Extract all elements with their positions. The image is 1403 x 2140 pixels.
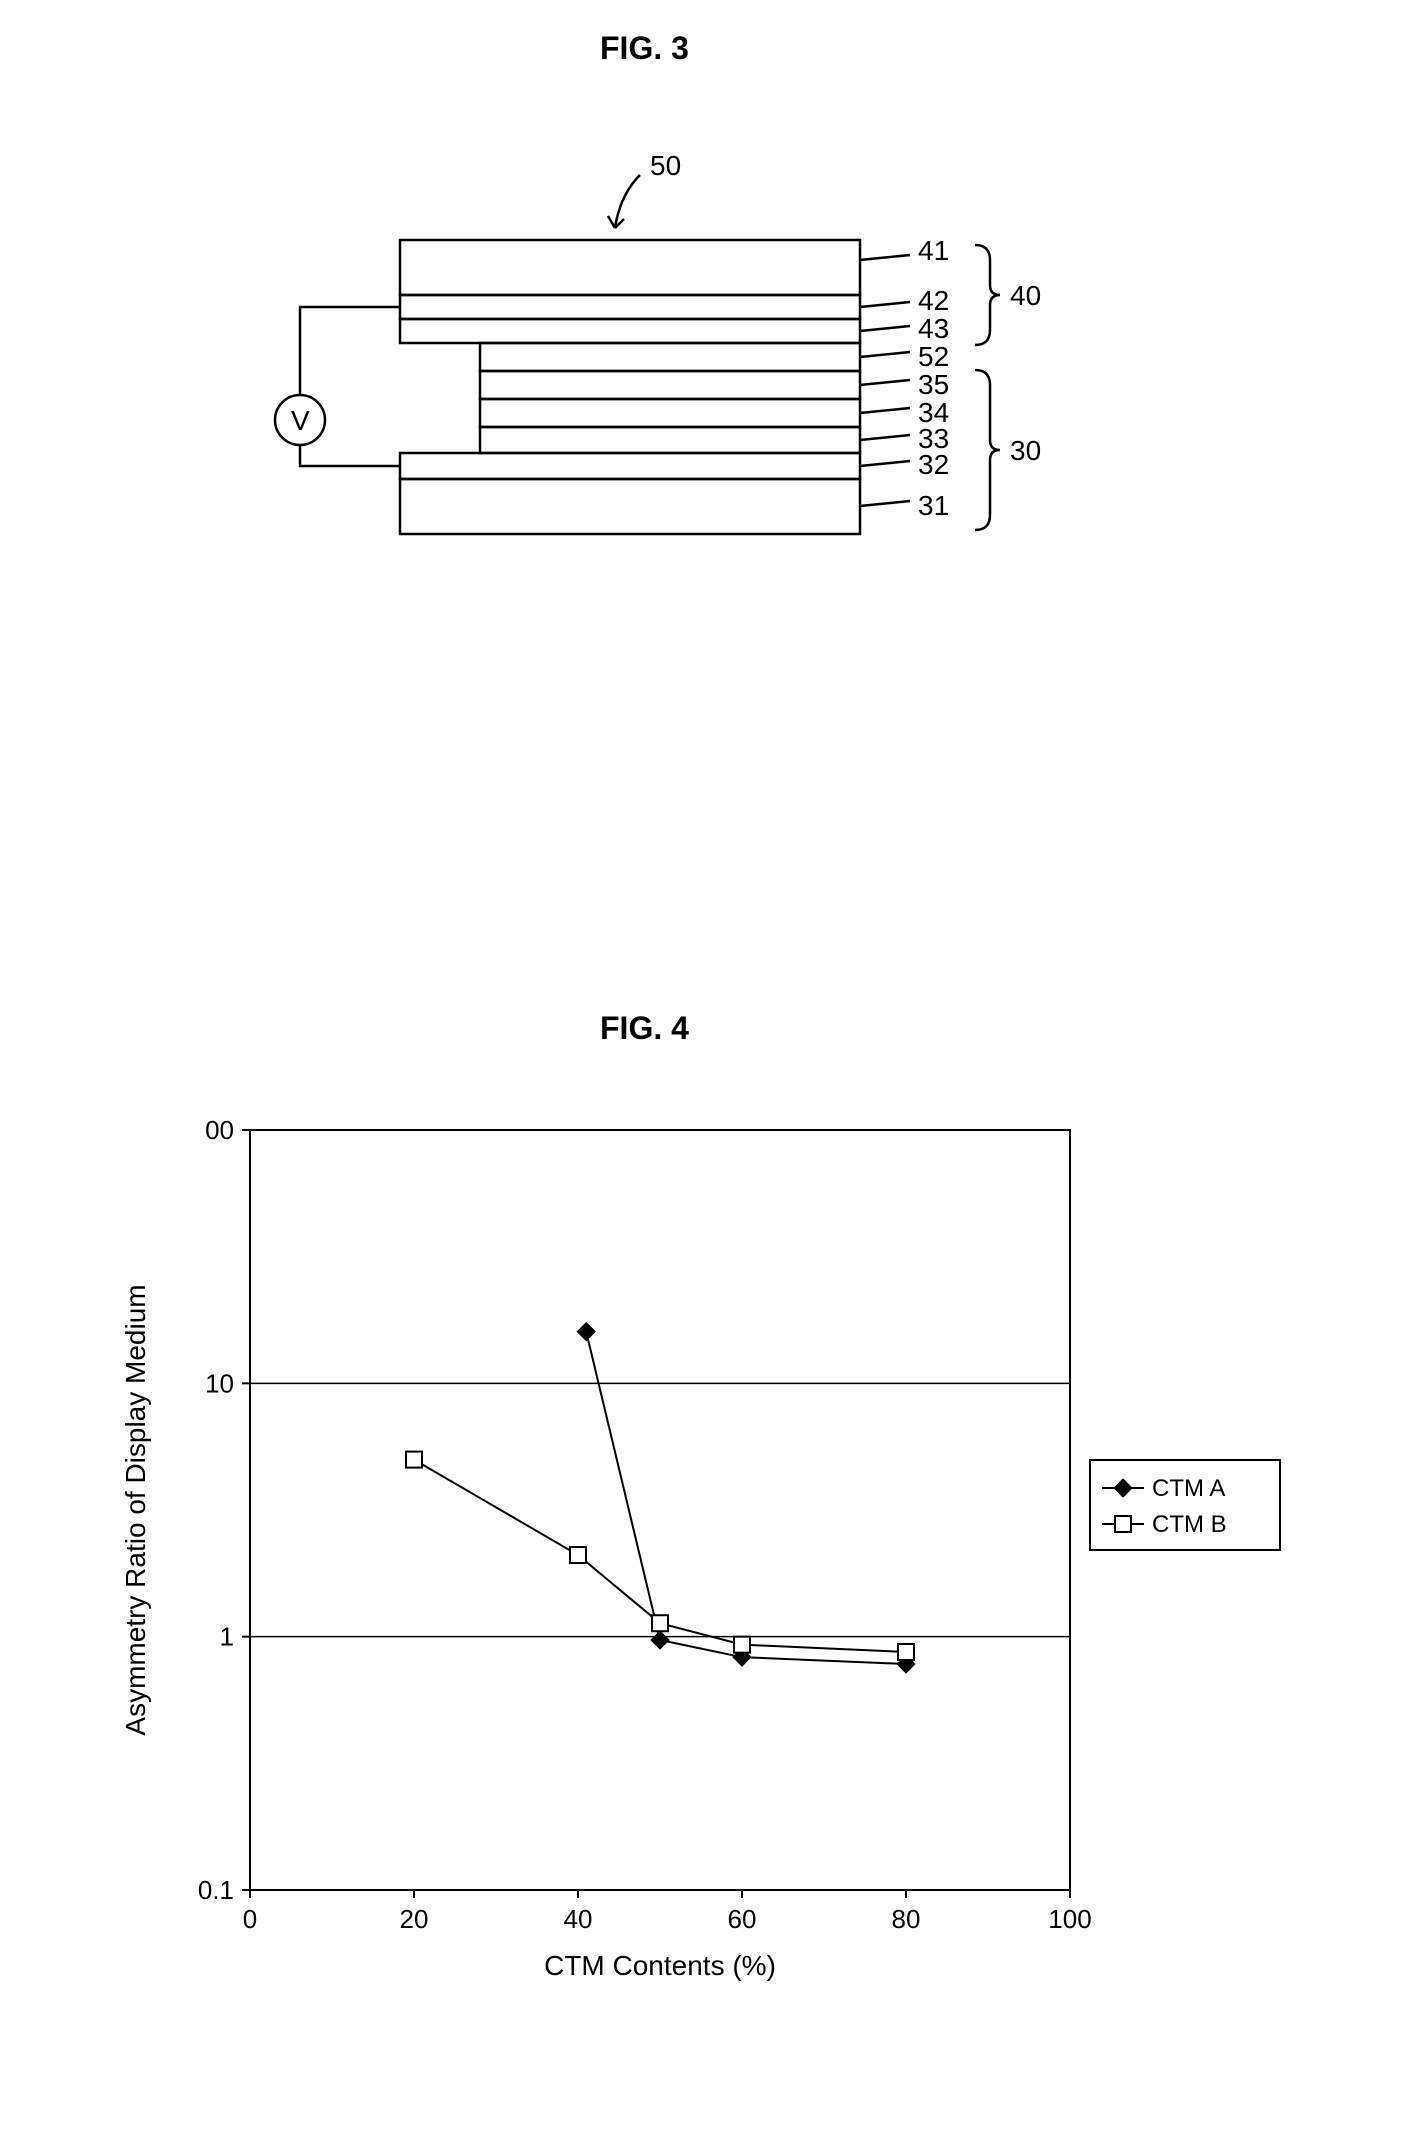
svg-text:00: 00 <box>205 1115 234 1145</box>
fig3-svg: 50 41 42 43 52 35 34 33 32 31 40 30 V <box>220 140 1180 780</box>
label-40: 40 <box>1010 280 1041 311</box>
svg-text:0.1: 0.1 <box>198 1875 234 1905</box>
svg-text:CTM B: CTM B <box>1152 1511 1227 1538</box>
svg-text:20: 20 <box>400 1904 429 1934</box>
svg-text:CTM A: CTM A <box>1152 1475 1225 1502</box>
fig3-diagram: 50 41 42 43 52 35 34 33 32 31 40 30 V <box>220 140 1180 780</box>
svg-text:60: 60 <box>728 1904 757 1934</box>
label-41: 41 <box>918 235 949 266</box>
label-52: 52 <box>918 341 949 372</box>
fig4-title: FIG. 4 <box>600 1010 689 1047</box>
label-31: 31 <box>918 490 949 521</box>
svg-text:0: 0 <box>243 1904 257 1934</box>
label-30: 30 <box>1010 435 1041 466</box>
label-43: 43 <box>918 313 949 344</box>
label-50: 50 <box>650 150 681 181</box>
fig3-title: FIG. 3 <box>600 30 689 67</box>
svg-text:1: 1 <box>220 1622 234 1652</box>
svg-text:10: 10 <box>205 1368 234 1398</box>
svg-text:80: 80 <box>892 1904 921 1934</box>
fig4-chart: 0 20 40 60 80 100 0.1 1 10 00 CTM Contents (%) Asym… <box>100 1100 1300 2000</box>
svg-text:40: 40 <box>564 1904 593 1934</box>
svg-text:CTM Contents (%): CTM Contents (%) <box>544 1950 776 1981</box>
page: FIG. 3 <box>0 0 1403 2140</box>
voltage-label: V <box>291 405 310 436</box>
svg-text:100: 100 <box>1048 1904 1091 1934</box>
label-32: 32 <box>918 449 949 480</box>
label-42: 42 <box>918 285 949 316</box>
svg-text:Asymmetry Ratio of Display Med: Asymmetry Ratio of Display Medium <box>120 1284 151 1735</box>
label-35: 35 <box>918 369 949 400</box>
fig4-svg: 0 20 40 60 80 100 0.1 1 10 00 CTM Contents (%) Asym… <box>100 1100 1300 2000</box>
